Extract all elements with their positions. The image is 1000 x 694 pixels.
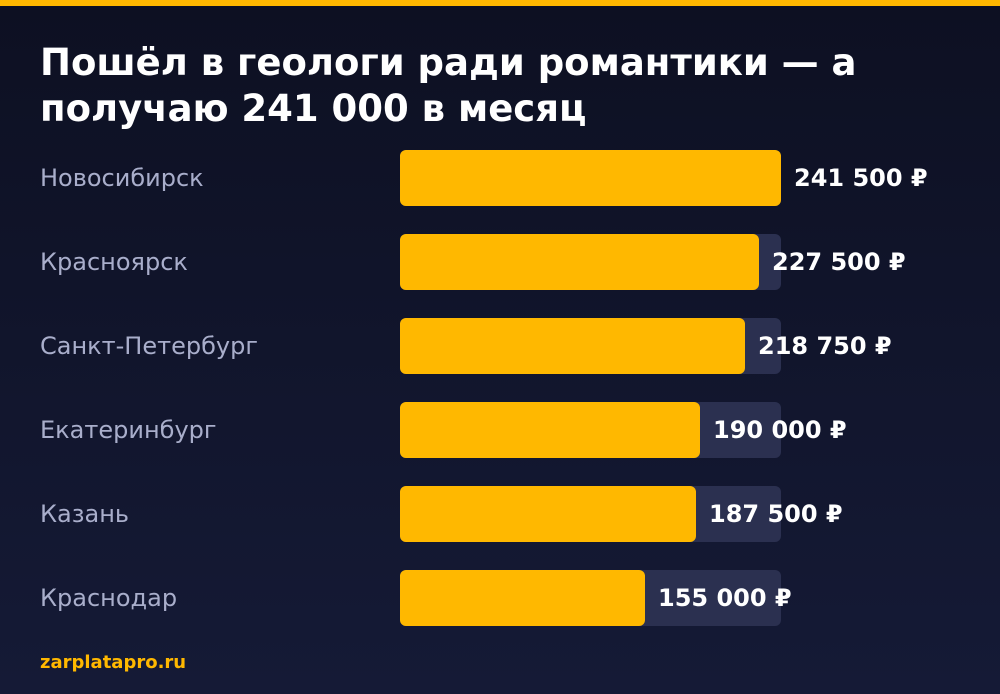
- category-label: Екатеринбург: [40, 416, 217, 444]
- value-label: 190 000 ₽: [713, 416, 847, 444]
- category-label: Краснодар: [40, 584, 178, 612]
- bar-row: Красноярск 227 500 ₽: [0, 234, 1000, 290]
- bar-track: [400, 150, 781, 206]
- category-label: Красноярск: [40, 248, 188, 276]
- bar-row: Санкт-Петербург 218 750 ₽: [0, 318, 1000, 374]
- bar-row: Краснодар 155 000 ₽: [0, 570, 1000, 626]
- bar: [400, 318, 745, 374]
- source-credit: zarplatapro.ru: [40, 652, 187, 673]
- bar-track: [400, 234, 781, 290]
- bar-track: [400, 402, 781, 458]
- chart-title: Пошёл в геологи ради романтики — а получ…: [40, 41, 857, 130]
- category-label: Казань: [40, 500, 130, 528]
- bar-track: [400, 486, 781, 542]
- bar: [400, 234, 759, 290]
- accent-top-bar: [0, 0, 1000, 6]
- value-label: 218 750 ₽: [758, 332, 892, 360]
- bar-row: Новосибирск 241 500 ₽: [0, 150, 1000, 206]
- bar: [400, 150, 781, 206]
- bar: [400, 486, 696, 542]
- value-label: 155 000 ₽: [658, 584, 792, 612]
- value-label: 241 500 ₽: [794, 164, 928, 192]
- value-label: 187 500 ₽: [709, 500, 843, 528]
- bar: [400, 402, 700, 458]
- bar-row: Казань 187 500 ₽: [0, 486, 1000, 542]
- category-label: Новосибирск: [40, 164, 204, 192]
- category-label: Санкт-Петербург: [40, 332, 258, 360]
- bar-track: [400, 570, 781, 626]
- bar-row: Екатеринбург 190 000 ₽: [0, 402, 1000, 458]
- bar-track: [400, 318, 781, 374]
- bar: [400, 570, 645, 626]
- value-label: 227 500 ₽: [772, 248, 906, 276]
